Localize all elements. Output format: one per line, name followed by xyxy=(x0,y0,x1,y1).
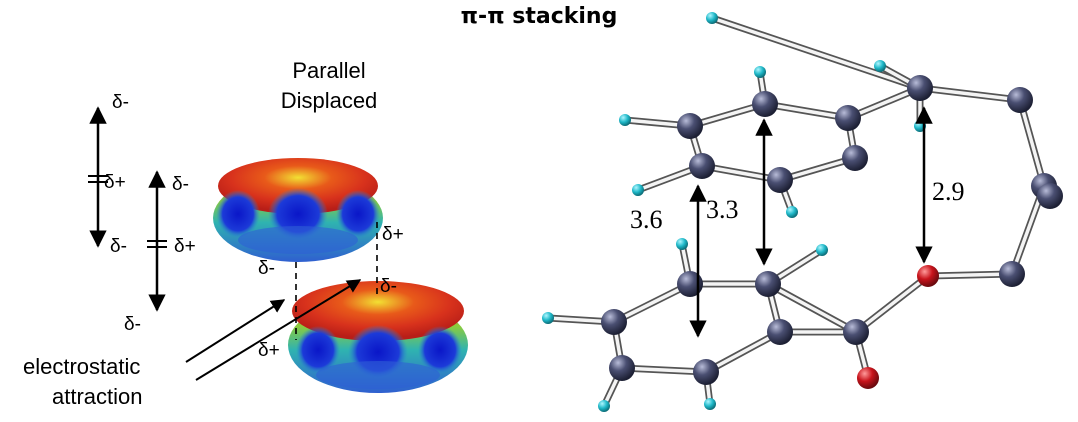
hydrogen-atom xyxy=(874,60,886,72)
delta-minus-label: δ- xyxy=(258,258,275,279)
carbon-atom xyxy=(677,113,703,139)
bond-highlight xyxy=(710,16,922,90)
carbon-atom xyxy=(601,309,627,335)
molecular-model: 3.6 3.3 2.9 xyxy=(542,12,1063,412)
delta-minus-label: δ- xyxy=(380,276,397,297)
parallel-label: Parallel xyxy=(292,58,365,83)
caption-attraction: attraction xyxy=(52,384,143,409)
bond-highlight xyxy=(763,102,850,120)
bond-highlight xyxy=(766,282,858,334)
page-title: π-π stacking xyxy=(460,4,618,29)
carbon-atom xyxy=(689,153,715,179)
hydrogen-atom xyxy=(676,238,688,250)
bond-highlight xyxy=(926,272,1014,278)
carbon-atom xyxy=(999,261,1025,287)
delta-plus-label: δ+ xyxy=(104,172,126,193)
left-panel: Parallel Displaced δ- δ+ δ- δ- δ+ δ- xyxy=(23,58,468,409)
upper-aromatic-disc xyxy=(213,158,383,262)
distance-label-3-3: 3.3 xyxy=(706,195,739,224)
hydrogen-atom xyxy=(706,12,718,24)
atom-set xyxy=(542,12,1063,412)
caption-electrostatic: electrostatic xyxy=(23,354,140,379)
oxygen-atom xyxy=(917,265,939,287)
carbon-atom xyxy=(1037,183,1063,209)
bond-highlight xyxy=(1018,98,1046,188)
hydrogen-atom xyxy=(542,312,554,324)
oxygen-atom xyxy=(857,367,879,389)
carbon-atom xyxy=(755,271,781,297)
carbon-atom xyxy=(693,359,719,385)
bond-highlight xyxy=(704,330,782,374)
delta-plus-label: δ+ xyxy=(382,224,404,245)
distance-label-2-9: 2.9 xyxy=(932,177,965,206)
delta-plus-label: δ+ xyxy=(174,236,196,257)
bond-highlight xyxy=(854,274,930,334)
carbon-atom xyxy=(767,167,793,193)
dipole-arrow-right xyxy=(147,170,167,312)
delta-plus-label: δ+ xyxy=(258,340,280,361)
delta-minus-label: δ- xyxy=(112,92,129,113)
bond-highlight xyxy=(778,156,857,182)
carbon-atom xyxy=(752,91,778,117)
hydrogen-atom xyxy=(704,398,716,410)
hydrogen-atom xyxy=(786,206,798,218)
hydrogen-atom xyxy=(598,400,610,412)
bond-highlight xyxy=(918,86,1022,102)
carbon-atom xyxy=(907,75,933,101)
attraction-arrow xyxy=(185,299,286,363)
hydrogen-atom xyxy=(632,184,644,196)
hydrogen-atom xyxy=(619,114,631,126)
carbon-atom xyxy=(842,145,868,171)
distance-label-3-6: 3.6 xyxy=(630,205,663,234)
delta-minus-label: δ- xyxy=(110,236,127,257)
carbon-atom xyxy=(835,105,861,131)
attraction-arrow xyxy=(195,279,362,381)
carbon-atom xyxy=(1007,87,1033,113)
bond-highlight xyxy=(612,282,692,324)
delta-minus-label: δ- xyxy=(124,314,141,335)
delta-minus-label: δ- xyxy=(172,174,189,195)
hydrogen-atom xyxy=(816,244,828,256)
carbon-atom xyxy=(609,355,635,381)
lower-aromatic-disc xyxy=(288,281,468,393)
bond-highlight xyxy=(620,366,708,374)
carbon-atom xyxy=(843,319,869,345)
dipole-arrow-left xyxy=(88,106,108,248)
bond-highlight xyxy=(688,102,767,128)
carbon-atom xyxy=(767,319,793,345)
hydrogen-atom xyxy=(754,66,766,78)
displaced-label: Displaced xyxy=(281,88,378,113)
